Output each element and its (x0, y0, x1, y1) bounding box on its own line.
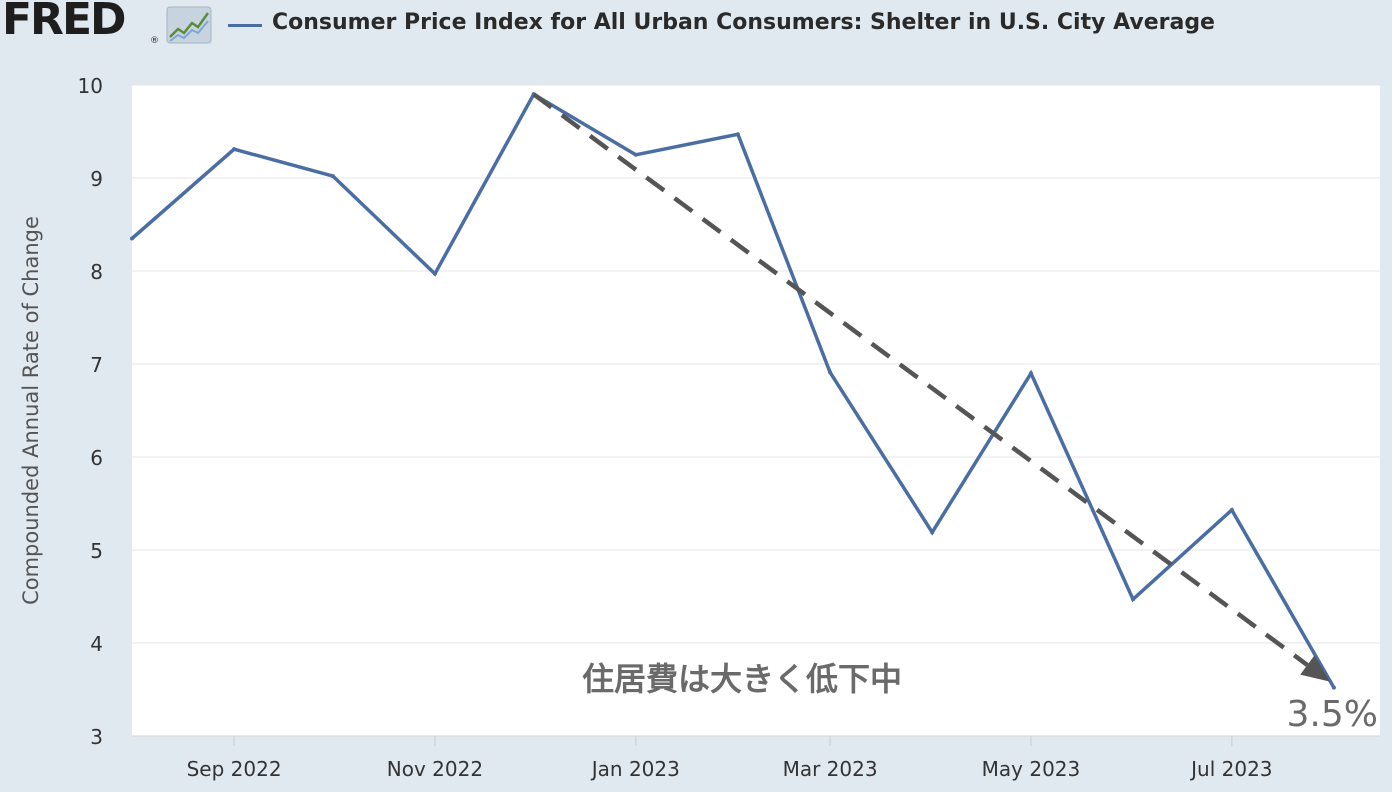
x-tick-label: Jan 2023 (590, 757, 680, 781)
annotation-value-label: 3.5% (1287, 694, 1378, 735)
data-point (330, 174, 335, 179)
x-tick-label: Mar 2023 (783, 757, 878, 781)
plot-area (132, 85, 1380, 736)
y-tick-label: 3 (90, 725, 103, 749)
y-tick-label: 5 (90, 539, 103, 563)
data-point (432, 271, 437, 276)
registered-mark: ® (150, 36, 159, 46)
y-tick-label: 10 (78, 74, 103, 98)
data-point (130, 236, 134, 241)
data-point (1229, 508, 1234, 513)
data-point (735, 132, 740, 137)
x-tick-label: Nov 2022 (387, 757, 483, 781)
chart-header: FRED ® Consumer Price Index for All Urba… (0, 0, 1392, 52)
data-point (1131, 597, 1136, 602)
y-tick-label: 8 (90, 260, 103, 284)
chart-title: Consumer Price Index for All Urban Consu… (272, 10, 1215, 35)
data-point (1028, 371, 1033, 376)
data-point (930, 530, 935, 535)
data-point (232, 147, 237, 152)
data-point (1331, 685, 1336, 690)
x-tick-label: May 2023 (982, 757, 1081, 781)
trend-arrow-line (532, 92, 1309, 667)
annotation-note: 住居費は大きく低下中 (582, 660, 902, 698)
trend-arrow-head (1300, 655, 1330, 682)
x-tick-label: Jul 2023 (1189, 757, 1272, 781)
y-tick-label: 9 (90, 167, 103, 191)
y-tick-label: 6 (90, 446, 103, 470)
legend-swatch (228, 24, 262, 27)
line-chart-icon (166, 6, 212, 44)
data-point (633, 152, 638, 157)
y-tick-label: 4 (90, 632, 103, 656)
data-point (828, 370, 833, 375)
fred-logo[interactable]: FRED (2, 0, 127, 45)
y-tick-label: 7 (90, 353, 103, 377)
x-tick-label: Sep 2022 (187, 757, 282, 781)
y-axis-label: Compounded Annual Rate of Change (19, 216, 43, 605)
